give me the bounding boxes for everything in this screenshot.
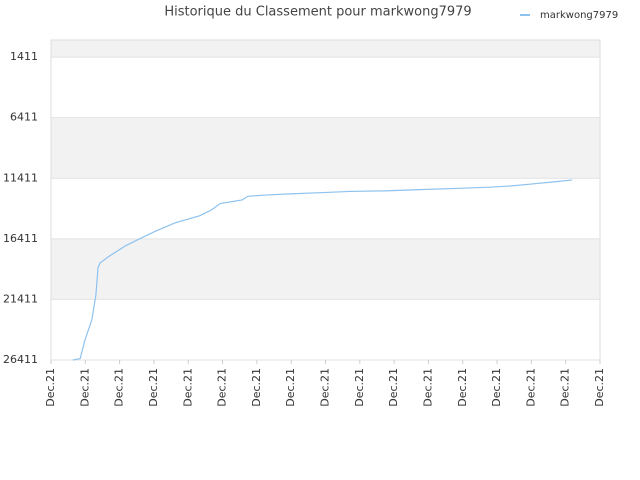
x-tick-label: Dec.21: [147, 368, 160, 407]
y-tick-label: 26411: [3, 353, 38, 366]
x-tick-label: Dec.21: [421, 368, 434, 407]
x-tick-label: Dec.21: [559, 368, 572, 407]
line-series: [72, 179, 573, 361]
legend-label: markwong7979: [540, 10, 618, 21]
x-tick-label: Dec.21: [593, 368, 606, 407]
y-tick-label: 1411: [10, 50, 38, 63]
x-tick-label: Dec.21: [353, 368, 366, 407]
y-tick-label: 16411: [3, 232, 38, 245]
x-tick-label: Dec.21: [250, 368, 263, 407]
band: [51, 238, 600, 300]
y-tick-label: 11411: [3, 171, 38, 184]
x-tick-label: Dec.21: [181, 368, 194, 407]
band: [51, 40, 600, 58]
y-tick-label: 6411: [10, 111, 38, 124]
x-tick-label: Dec.21: [284, 368, 297, 407]
band: [51, 117, 600, 179]
x-tick-label: Dec.21: [387, 368, 400, 407]
x-tick-label: Dec.21: [113, 368, 126, 407]
x-tick-label: Dec.21: [78, 368, 91, 407]
x-tick-label: Dec.21: [490, 368, 503, 407]
x-tick-label: Dec.21: [524, 368, 537, 407]
y-tick-label: 21411: [3, 292, 38, 305]
chart-title: Historique du Classement pour markwong79…: [164, 5, 471, 20]
x-tick-label: Dec.21: [319, 368, 332, 407]
x-tick-label: Dec.21: [44, 368, 57, 407]
plot-frame: [50, 39, 601, 361]
x-tick-label: Dec.21: [456, 368, 469, 407]
x-tick-label: Dec.21: [216, 368, 229, 407]
